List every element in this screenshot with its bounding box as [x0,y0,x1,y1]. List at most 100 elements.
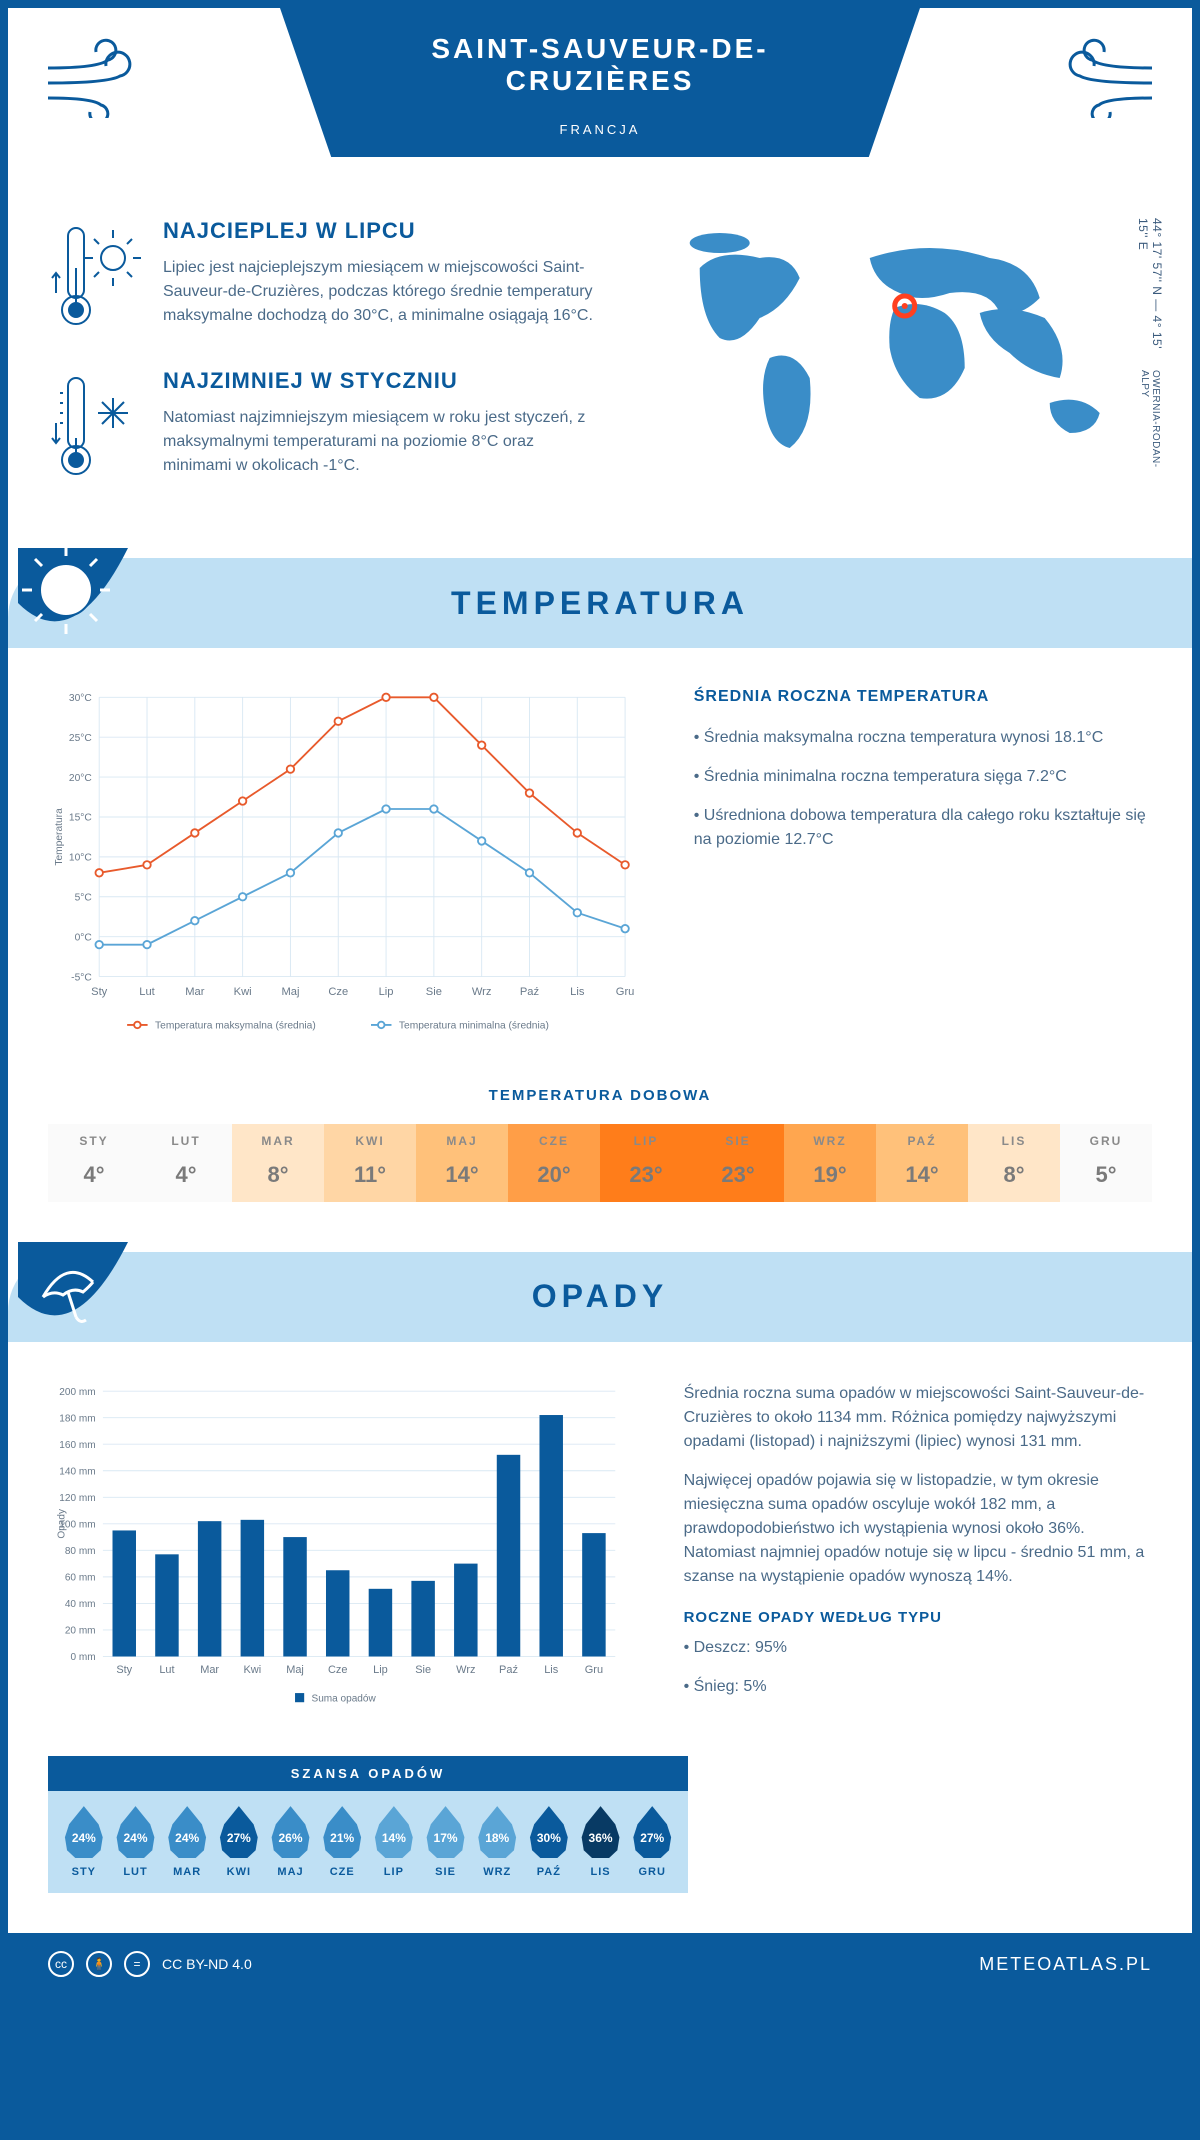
chance-month: CZE [316,1866,368,1878]
chance-cell: 27% GRU [626,1806,678,1878]
temperature-chart: -5°C0°C5°C10°C15°C20°C25°C30°CStyLutMarK… [48,688,644,1047]
daily-cell: KWI11° [324,1124,416,1202]
svg-text:25°C: 25°C [69,733,92,744]
daily-cell: SIE 23° [692,1124,784,1202]
daily-cell: GRU5° [1060,1124,1152,1202]
daily-month: LIP [600,1134,692,1148]
svg-text:Maj: Maj [281,986,299,998]
svg-text:Kwi: Kwi [234,986,252,998]
footer: cc 🧍 = CC BY-ND 4.0 METEOATLAS.PL [8,1933,1192,1995]
daily-value: 23° [692,1162,784,1188]
svg-text:Mar: Mar [200,1664,219,1676]
daily-cell: CZE20° [508,1124,600,1202]
svg-text:-5°C: -5°C [71,972,92,983]
svg-text:Paź: Paź [520,986,540,998]
warmest-text: Lipiec jest najcieplejszym miesiącem w m… [163,256,607,328]
daily-month: GRU [1060,1134,1152,1148]
drop-icon: 27% [631,1806,673,1858]
sun-icon [18,548,128,658]
svg-text:20°C: 20°C [69,773,92,784]
drop-icon: 14% [373,1806,415,1858]
svg-text:Cze: Cze [328,1664,348,1676]
city-title: SAINT-SAUVEUR-DE-CRUZIÈRES [340,33,860,97]
chance-month: LIP [368,1866,420,1878]
opady-p2: Najwięcej opadów pojawia się w listopadz… [684,1469,1152,1589]
svg-text:Kwi: Kwi [243,1664,261,1676]
chance-cell: 14% LIP [368,1806,420,1878]
precipitation-band: OPADY [8,1252,1192,1342]
drop-icon: 24% [115,1806,157,1858]
svg-text:Sie: Sie [415,1664,431,1676]
temp-bullet: • Średnia minimalna roczna temperatura s… [694,765,1152,789]
svg-text:Lut: Lut [159,1664,174,1676]
daily-value: 8° [232,1162,324,1188]
daily-cell: WRZ19° [784,1124,876,1202]
daily-temp-grid: STY4°LUT4°MAR8°KWI11°MAJ14°CZE20°LIP23°S… [48,1124,1152,1202]
svg-text:Gru: Gru [616,986,635,998]
wind-icon-right [1042,38,1162,118]
drop-icon: 26% [270,1806,312,1858]
temp-bullet: • Średnia maksymalna roczna temperatura … [694,726,1152,750]
svg-text:Sty: Sty [91,986,108,998]
daily-month: MAJ [416,1134,508,1148]
license-text: CC BY-ND 4.0 [162,1956,252,1972]
chance-cell: 24%STY [58,1806,110,1878]
svg-text:140 mm: 140 mm [59,1466,95,1477]
daily-value: 19° [784,1162,876,1188]
drop-icon: 27% [218,1806,260,1858]
daily-cell: PAŹ14° [876,1124,968,1202]
chance-title: SZANSA OPADÓW [48,1756,688,1791]
daily-cell: LIS 8° [968,1124,1060,1202]
daily-value: 14° [416,1162,508,1188]
svg-text:Cze: Cze [328,986,348,998]
precipitation-text: Średnia roczna suma opadów w miejscowośc… [684,1382,1152,1716]
daily-month: SIE [692,1134,784,1148]
svg-text:Lis: Lis [570,986,585,998]
drop-icon: 21% [321,1806,363,1858]
coldest-block: NAJZIMNIEJ W STYCZNIU Natomiast najzimni… [48,368,607,488]
drop-icon: 36% [580,1806,622,1858]
by-icon: 🧍 [86,1951,112,1977]
svg-text:Sty: Sty [116,1664,132,1676]
map-container: 44° 17' 57'' N — 4° 15' 15'' E OWERNIA-R… [647,218,1152,518]
chance-month: LIS [575,1866,627,1878]
opady-type-title: ROCZNE OPADY WEDŁUG TYPU [684,1609,1152,1626]
header: SAINT-SAUVEUR-DE-CRUZIÈRES FRANCJA [8,8,1192,188]
daily-month: LIS [968,1134,1060,1148]
daily-month: KWI [324,1134,416,1148]
svg-text:60 mm: 60 mm [65,1572,96,1583]
chance-of-precip: SZANSA OPADÓW 24%STY24%LUT24%MAR27%KWI26… [48,1756,688,1893]
temp-summary-title: ŚREDNIA ROCZNA TEMPERATURA [694,688,1152,706]
daily-cell: LUT4° [140,1124,232,1202]
svg-text:40 mm: 40 mm [65,1599,96,1610]
chance-month: PAŹ [523,1866,575,1878]
svg-text:Lip: Lip [379,986,394,998]
warmest-title: NAJCIEPLEJ W LIPCU [163,218,607,244]
precipitation-section: 0 mm20 mm40 mm60 mm80 mm100 mm120 mm140 … [8,1342,1192,1746]
opady-type: • Śnieg: 5% [684,1675,1152,1699]
drop-icon: 17% [425,1806,467,1858]
daily-month: LUT [140,1134,232,1148]
drop-icon: 30% [528,1806,570,1858]
country-label: FRANCJA [340,122,860,137]
svg-text:Temperatura maksymalna (średni: Temperatura maksymalna (średnia) [155,1021,316,1032]
thermometer-snow-icon [48,368,143,488]
wind-icon-left [38,38,158,118]
temp-bullet: • Uśredniona dobowa temperatura dla całe… [694,804,1152,852]
daily-month: MAR [232,1134,324,1148]
svg-text:Gru: Gru [585,1664,603,1676]
site-name: METEOATLAS.PL [979,1954,1152,1975]
chance-month: KWI [213,1866,265,1878]
svg-text:Opady: Opady [56,1509,67,1539]
drop-icon: 24% [63,1806,105,1858]
umbrella-icon [18,1242,128,1352]
precipitation-title: OPADY [532,1278,668,1315]
svg-text:Temperatura: Temperatura [54,808,65,866]
chance-month: GRU [626,1866,678,1878]
daily-temp-title: TEMPERATURA DOBOWA [8,1087,1192,1104]
daily-cell: MAJ 14° [416,1124,508,1202]
daily-cell: LIP23° [600,1124,692,1202]
daily-value: 8° [968,1162,1060,1188]
svg-text:5°C: 5°C [75,892,92,903]
daily-value: 14° [876,1162,968,1188]
